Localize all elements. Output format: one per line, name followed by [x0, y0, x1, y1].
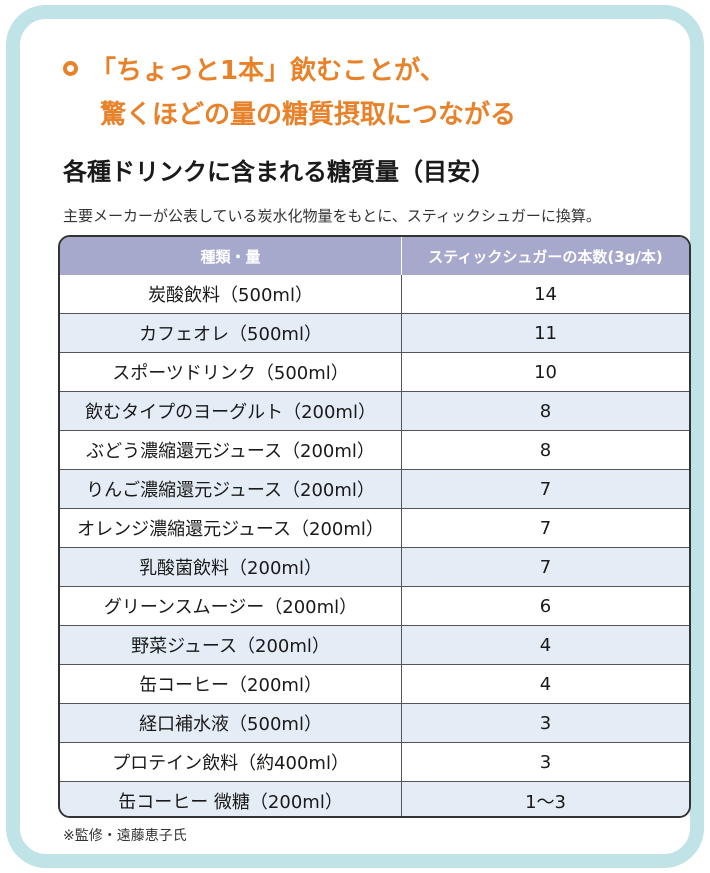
drink-type-cell: 飲むタイプのヨーグルト（200ml）: [60, 391, 403, 431]
table-row: プロテイン飲料（約400ml） 3: [60, 742, 689, 782]
drink-type-cell: グリーンスムージー（200ml）: [60, 586, 403, 626]
stick-count-cell: 8: [401, 391, 689, 431]
drink-type-cell: りんご濃縮還元ジュース（200ml）: [60, 469, 403, 509]
drink-type-cell: プロテイン飲料（約400ml）: [60, 742, 403, 782]
stick-count-cell: 8: [401, 430, 689, 470]
table-row: オレンジ濃縮還元ジュース（200ml） 7: [60, 508, 689, 548]
table-row: グリーンスムージー（200ml） 6: [60, 586, 689, 626]
headline-line-2: 驚くほどの量の糖質摂取につながる: [100, 100, 517, 130]
drink-type-cell: スポーツドリンク（500ml）: [60, 352, 403, 392]
drink-type-cell: 野菜ジュース（200ml）: [60, 625, 403, 665]
table-row: スポーツドリンク（500ml） 10: [60, 352, 689, 392]
stick-count-cell: 11: [401, 313, 689, 353]
stick-count-cell: 4: [401, 664, 689, 704]
table-row: 缶コーヒー（200ml） 4: [60, 664, 689, 704]
table-row: 乳酸菌飲料（200ml） 7: [60, 547, 689, 587]
table-row: りんご濃縮還元ジュース（200ml） 7: [60, 469, 689, 509]
stick-count-cell: 3: [401, 742, 689, 782]
stick-count-cell: 10: [401, 352, 689, 392]
sugar-table: 種類・量 スティックシュガーの本数(3g/本) 炭酸飲料（500ml） 14 カフェ…: [58, 235, 691, 818]
table-row: 炭酸飲料（500ml） 14: [60, 275, 689, 314]
header-stick-count: スティックシュガーの本数(3g/本): [401, 237, 689, 275]
drink-type-cell: 乳酸菌飲料（200ml）: [60, 547, 403, 587]
stick-count-cell: 4: [401, 625, 689, 665]
table-row: 経口補水液（500ml） 3: [60, 703, 689, 743]
headline-line-1: 「ちょっと1本」飲むことが、: [90, 56, 446, 86]
drink-type-cell: オレンジ濃縮還元ジュース（200ml）: [60, 508, 403, 548]
table-row: 飲むタイプのヨーグルト（200ml） 8: [60, 391, 689, 431]
stick-count-cell: 14: [401, 275, 689, 314]
drink-type-cell: 炭酸飲料（500ml）: [60, 275, 403, 314]
stick-count-cell: 6: [401, 586, 689, 626]
table-row: 野菜ジュース（200ml） 4: [60, 625, 689, 665]
drink-type-cell: 経口補水液（500ml）: [60, 703, 403, 743]
drink-type-cell: カフェオレ（500ml）: [60, 313, 403, 353]
table-row: カフェオレ（500ml） 11: [60, 313, 689, 353]
headline: 「ちょっと1本」飲むことが、 驚くほどの量の糖質摂取につながる: [63, 49, 516, 137]
drink-type-cell: ぶどう濃縮還元ジュース（200ml）: [60, 430, 403, 470]
table-note: 主要メーカーが公表している炭水化物量をもとに、スティックシュガーに換算。: [63, 207, 601, 225]
table-row: 缶コーヒー 微糖（200ml） 1〜3: [60, 781, 689, 816]
drink-type-cell: 缶コーヒー 微糖（200ml）: [60, 781, 403, 816]
stick-count-cell: 1〜3: [401, 781, 689, 816]
stick-count-cell: 3: [401, 703, 689, 743]
stick-count-cell: 7: [401, 469, 689, 509]
rounded-frame: 「ちょっと1本」飲むことが、 驚くほどの量の糖質摂取につながる 各種ドリンクに含…: [6, 5, 704, 868]
table-header-row: 種類・量 スティックシュガーの本数(3g/本): [60, 237, 689, 275]
table-row: ぶどう濃縮還元ジュース（200ml） 8: [60, 430, 689, 470]
table-title: 各種ドリンクに含まれる糖質量（目安）: [63, 158, 495, 186]
stick-count-cell: 7: [401, 547, 689, 587]
header-type-amount: 種類・量: [60, 237, 403, 275]
drink-type-cell: 缶コーヒー（200ml）: [60, 664, 403, 704]
circle-bullet-icon: [63, 61, 78, 76]
supervisor-note: ※監修・遠藤恵子氏: [63, 828, 187, 844]
stick-count-cell: 7: [401, 508, 689, 548]
